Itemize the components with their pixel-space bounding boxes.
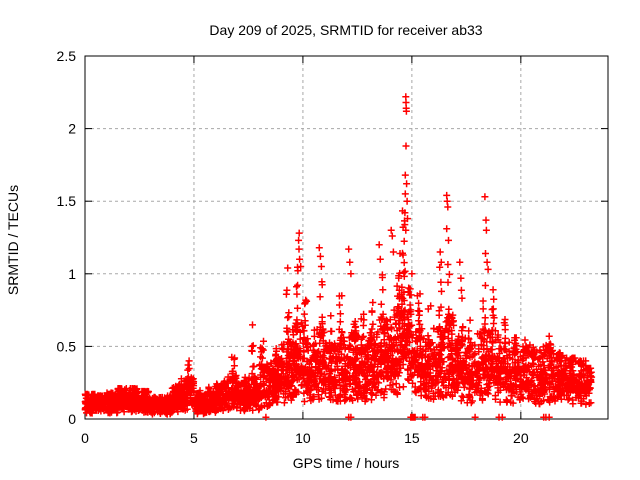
x-axis-label: GPS time / hours (293, 455, 400, 471)
y-tick-label: 2.5 (57, 48, 77, 64)
y-tick-label: 0 (68, 411, 76, 427)
axis-ticks (84, 55, 608, 420)
peak-plus-markers (284, 93, 553, 340)
scatter-plus-markers (81, 207, 596, 418)
x-tick-label: 20 (513, 430, 529, 446)
chart-title: Day 209 of 2025, SRMTID for receiver ab3… (209, 22, 482, 38)
x-tick-label: 5 (190, 430, 198, 446)
data-points (81, 93, 596, 421)
y-tick-label: 2 (68, 121, 76, 137)
y-tick-label: 0.5 (57, 338, 77, 354)
y-axis-label: SRMTID / TECUs (5, 185, 21, 295)
y-tick-labels: 0 0.5 1 1.5 2 2.5 (57, 48, 77, 427)
y-tick-label: 1 (68, 266, 76, 282)
plot-border (84, 55, 609, 420)
y-tick-label: 1.5 (57, 193, 77, 209)
x-tick-label: 10 (295, 430, 311, 446)
x-tick-label: 0 (81, 430, 89, 446)
x-tick-labels: 0 5 10 15 20 (81, 430, 529, 446)
axis-level-markers (262, 413, 553, 421)
x-tick-label: 15 (404, 430, 420, 446)
